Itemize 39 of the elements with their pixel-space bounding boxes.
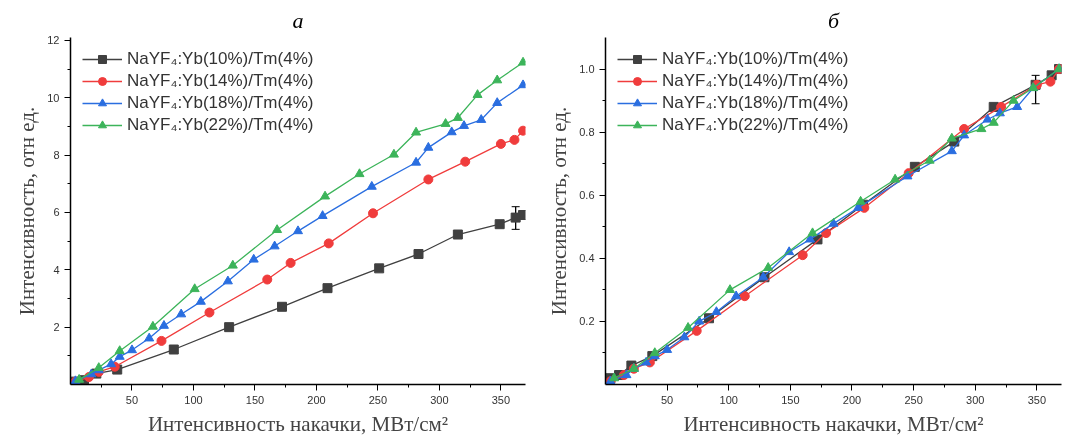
y-tick-label: 4 <box>53 263 60 276</box>
legend-label: NaYF₄:Yb(14%)/Tm(4%) <box>662 71 849 91</box>
y-tick-label: 6 <box>53 206 60 219</box>
y-tick-label: 12 <box>47 34 60 47</box>
legend-label: NaYF₄:Yb(10%)/Tm(4%) <box>127 49 314 69</box>
x-tick-label: 150 <box>245 393 265 406</box>
x-axis-title: Интенсивность накачки, МВт/см² <box>683 411 984 436</box>
legend-label: NaYF₄:Yb(22%)/Tm(4%) <box>662 115 849 135</box>
x-tick-label: 150 <box>781 393 800 406</box>
legend-label: NaYF₄:Yb(22%)/Tm(4%) <box>127 115 314 135</box>
x-tick-label: 300 <box>966 393 985 406</box>
legend-label: NaYF₄:Yb(18%)/Tm(4%) <box>127 93 314 113</box>
y-tick-label: 0.8 <box>579 126 595 139</box>
y-tick-label: 0.2 <box>579 315 595 328</box>
x-tick-label: 100 <box>184 393 203 406</box>
y-tick-label: 1.0 <box>579 63 595 76</box>
y-tick-label: 8 <box>53 149 60 162</box>
y-tick-label: 0.4 <box>579 252 595 265</box>
chart-title: а <box>292 7 304 33</box>
x-tick-label: 250 <box>368 393 388 406</box>
x-tick-label: 50 <box>125 393 139 406</box>
y-tick-label: 10 <box>47 91 60 104</box>
x-tick-label: 250 <box>904 393 923 406</box>
x-tick-label: 50 <box>661 393 674 406</box>
y-tick-label: 0.6 <box>579 189 595 202</box>
legend-label: NaYF₄:Yb(10%)/Tm(4%) <box>662 49 849 69</box>
chart-title: б <box>827 7 840 33</box>
x-tick-label: 350 <box>491 393 511 406</box>
y-axis-title: Интенсивность, отн ед. <box>15 106 40 316</box>
x-tick-label: 350 <box>1027 393 1047 406</box>
legend-label: NaYF₄:Yb(18%)/Tm(4%) <box>662 93 849 113</box>
y-tick-label: 2 <box>53 321 60 334</box>
x-tick-label: 300 <box>430 393 449 406</box>
y-axis-title: Интенсивность, отн ед. <box>547 106 572 316</box>
x-tick-label: 200 <box>842 393 862 406</box>
x-axis-title: Интенсивность накачки, МВт/см² <box>147 411 449 436</box>
x-tick-label: 100 <box>719 393 738 406</box>
legend-label: NaYF₄:Yb(14%)/Tm(4%) <box>127 71 314 91</box>
x-tick-label: 200 <box>307 393 326 406</box>
